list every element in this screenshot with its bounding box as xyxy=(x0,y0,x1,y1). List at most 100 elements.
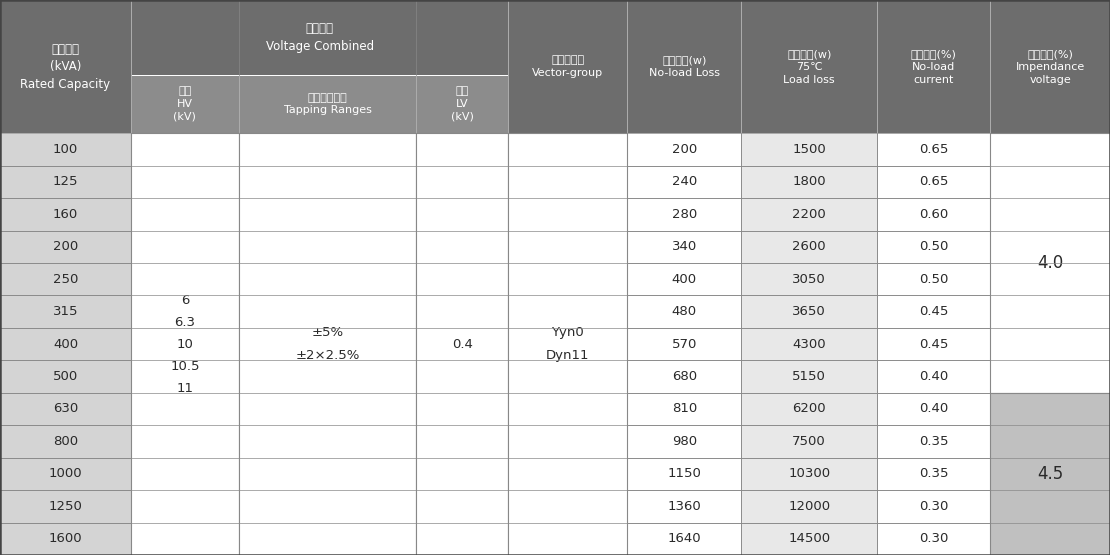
Text: 0.50: 0.50 xyxy=(919,240,948,253)
Bar xyxy=(990,393,1110,555)
Bar xyxy=(741,458,877,490)
Bar xyxy=(239,198,416,230)
Bar xyxy=(877,295,990,328)
Bar xyxy=(416,490,508,523)
Bar xyxy=(741,295,877,328)
Text: 400: 400 xyxy=(672,273,697,286)
Text: 1000: 1000 xyxy=(49,467,82,481)
Text: 0.35: 0.35 xyxy=(919,467,948,481)
Text: 4.5: 4.5 xyxy=(1037,465,1063,483)
Text: 4300: 4300 xyxy=(793,337,826,351)
Text: 低压
LV
(kV): 低压 LV (kV) xyxy=(451,86,474,122)
Bar xyxy=(741,328,877,360)
Bar xyxy=(0,133,131,165)
Text: 2600: 2600 xyxy=(793,240,826,253)
Bar xyxy=(239,458,416,490)
Text: 630: 630 xyxy=(53,402,78,416)
Bar xyxy=(877,230,990,263)
Text: 1800: 1800 xyxy=(793,175,826,188)
Bar xyxy=(416,458,508,490)
Bar xyxy=(131,425,239,458)
Bar xyxy=(741,133,877,165)
Text: 570: 570 xyxy=(672,337,697,351)
Bar xyxy=(741,490,877,523)
Bar xyxy=(627,458,741,490)
Bar xyxy=(131,360,239,393)
Text: 125: 125 xyxy=(53,175,78,188)
Text: 200: 200 xyxy=(53,240,78,253)
Text: 0.65: 0.65 xyxy=(919,175,948,188)
Text: 阻抗电压(%)
Impendance
voltage: 阻抗电压(%) Impendance voltage xyxy=(1016,48,1084,85)
Text: 480: 480 xyxy=(672,305,697,318)
Bar xyxy=(877,523,990,555)
Bar xyxy=(741,230,877,263)
Bar xyxy=(627,133,741,165)
Text: ±5%
±2×2.5%: ±5% ±2×2.5% xyxy=(295,326,360,362)
Bar xyxy=(877,165,990,198)
Bar xyxy=(416,360,508,393)
Text: 240: 240 xyxy=(672,175,697,188)
Bar xyxy=(416,523,508,555)
Bar xyxy=(627,328,741,360)
Text: 0.30: 0.30 xyxy=(919,500,948,513)
Bar xyxy=(131,198,239,230)
Bar xyxy=(239,360,416,393)
Bar xyxy=(0,393,131,425)
Text: 400: 400 xyxy=(53,337,78,351)
Bar xyxy=(508,328,627,360)
Bar xyxy=(508,198,627,230)
Bar xyxy=(239,165,416,198)
Bar xyxy=(877,360,990,393)
Text: 500: 500 xyxy=(53,370,78,383)
Text: 14500: 14500 xyxy=(788,532,830,545)
Text: 0.45: 0.45 xyxy=(919,337,948,351)
Bar xyxy=(239,295,416,328)
Bar xyxy=(508,425,627,458)
Text: 12000: 12000 xyxy=(788,500,830,513)
Bar xyxy=(131,165,239,198)
Bar xyxy=(131,75,239,133)
Bar xyxy=(416,393,508,425)
Text: 280: 280 xyxy=(672,208,697,221)
Text: 1360: 1360 xyxy=(667,500,702,513)
Bar xyxy=(741,263,877,295)
Bar xyxy=(627,523,741,555)
Bar xyxy=(877,490,990,523)
Bar xyxy=(877,0,990,133)
Text: 0.30: 0.30 xyxy=(919,532,948,545)
Text: 810: 810 xyxy=(672,402,697,416)
Bar xyxy=(741,0,877,133)
Bar xyxy=(416,328,508,360)
Text: 800: 800 xyxy=(53,435,78,448)
Text: 电压组合
Voltage Combined: 电压组合 Voltage Combined xyxy=(265,22,374,53)
Bar xyxy=(627,490,741,523)
Bar xyxy=(627,425,741,458)
Bar xyxy=(627,165,741,198)
Bar xyxy=(508,490,627,523)
Bar xyxy=(508,133,627,165)
Bar xyxy=(627,198,741,230)
Bar xyxy=(0,425,131,458)
Bar xyxy=(990,133,1110,393)
Text: 680: 680 xyxy=(672,370,697,383)
Text: 2200: 2200 xyxy=(793,208,826,221)
Bar xyxy=(741,425,877,458)
Bar xyxy=(239,328,416,360)
Bar xyxy=(131,133,239,555)
Bar xyxy=(627,295,741,328)
Bar xyxy=(741,393,877,425)
Bar xyxy=(239,425,416,458)
Text: 315: 315 xyxy=(53,305,78,318)
Bar xyxy=(416,75,508,133)
Text: 0.40: 0.40 xyxy=(919,402,948,416)
Bar xyxy=(0,0,131,133)
Bar xyxy=(877,393,990,425)
Bar xyxy=(239,230,416,263)
Bar xyxy=(131,0,508,75)
Bar xyxy=(508,523,627,555)
Bar xyxy=(741,360,877,393)
Bar xyxy=(877,198,990,230)
Text: 0.4: 0.4 xyxy=(452,337,473,351)
Text: 1500: 1500 xyxy=(793,143,826,156)
Bar xyxy=(416,198,508,230)
